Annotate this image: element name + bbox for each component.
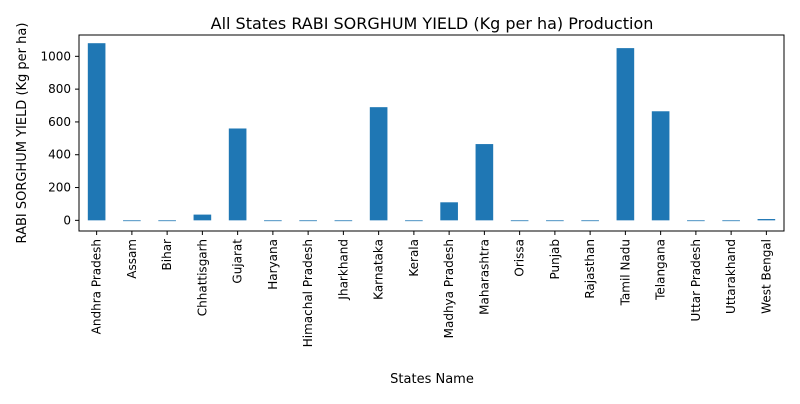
x-tick-label: Bihar [160, 239, 174, 271]
bar [546, 220, 564, 222]
x-tick-label: Assam [125, 239, 139, 279]
x-tick-label: Orissa [513, 239, 527, 277]
bar [193, 214, 212, 221]
x-axis: Andhra Pradesh Assam Bihar Chhattisgarh Guja… [90, 231, 773, 347]
x-axis-label: States Name [390, 372, 474, 387]
bar [722, 220, 740, 222]
x-tick-label: Tamil Nadu [618, 239, 632, 306]
x-tick-label: Maharashtra [477, 239, 491, 315]
y-axis: 0 200 400 600 800 1000 [40, 49, 79, 227]
bar [475, 144, 494, 221]
bar [158, 220, 176, 222]
bars-layer [87, 43, 776, 222]
x-tick-label: Haryana [266, 239, 280, 290]
y-tick-label: 1000 [40, 49, 71, 63]
x-tick-label: Andhra Pradesh [90, 239, 104, 334]
bar [510, 220, 529, 222]
x-tick-label: Madhya Pradesh [442, 239, 456, 338]
x-tick-label: Punjab [548, 239, 562, 280]
y-tick-label: 400 [48, 148, 71, 162]
bar [228, 128, 247, 221]
x-tick-label: Rajasthan [583, 239, 597, 299]
x-tick-label: Karnataka [372, 239, 386, 300]
y-tick-label: 0 [63, 213, 71, 227]
x-tick-label: West Bengal [759, 239, 773, 314]
bar [405, 220, 423, 222]
bar [264, 220, 282, 222]
bar [651, 111, 670, 221]
bar [87, 43, 106, 221]
x-tick-label: Kerala [407, 239, 421, 277]
bar [581, 220, 599, 222]
bar [616, 48, 635, 221]
x-tick-label: Uttarakhand [724, 239, 738, 314]
bar [369, 107, 388, 221]
x-tick-label: Himachal Pradesh [301, 239, 315, 347]
chart-title: All States RABI SORGHUM YIELD (Kg per ha… [211, 14, 654, 33]
plot-frame [78, 34, 785, 232]
y-tick-label: 800 [48, 82, 71, 96]
x-tick-label: Chhattisgarh [195, 239, 209, 316]
bar [334, 220, 353, 222]
y-tick-label: 600 [48, 115, 71, 129]
bar [687, 220, 705, 222]
bar [440, 202, 458, 221]
x-tick-label: Jharkhand [336, 239, 350, 301]
bar [123, 220, 141, 222]
y-axis-label: RABI SORGHUM YIELD (Kg per ha) [15, 23, 30, 244]
bar [757, 219, 776, 221]
bar [299, 220, 317, 222]
y-tick-label: 200 [48, 181, 71, 195]
x-tick-label: Telangana [654, 239, 668, 301]
x-tick-label: Gujarat [231, 239, 245, 284]
x-tick-label: Uttar Pradesh [689, 239, 703, 321]
